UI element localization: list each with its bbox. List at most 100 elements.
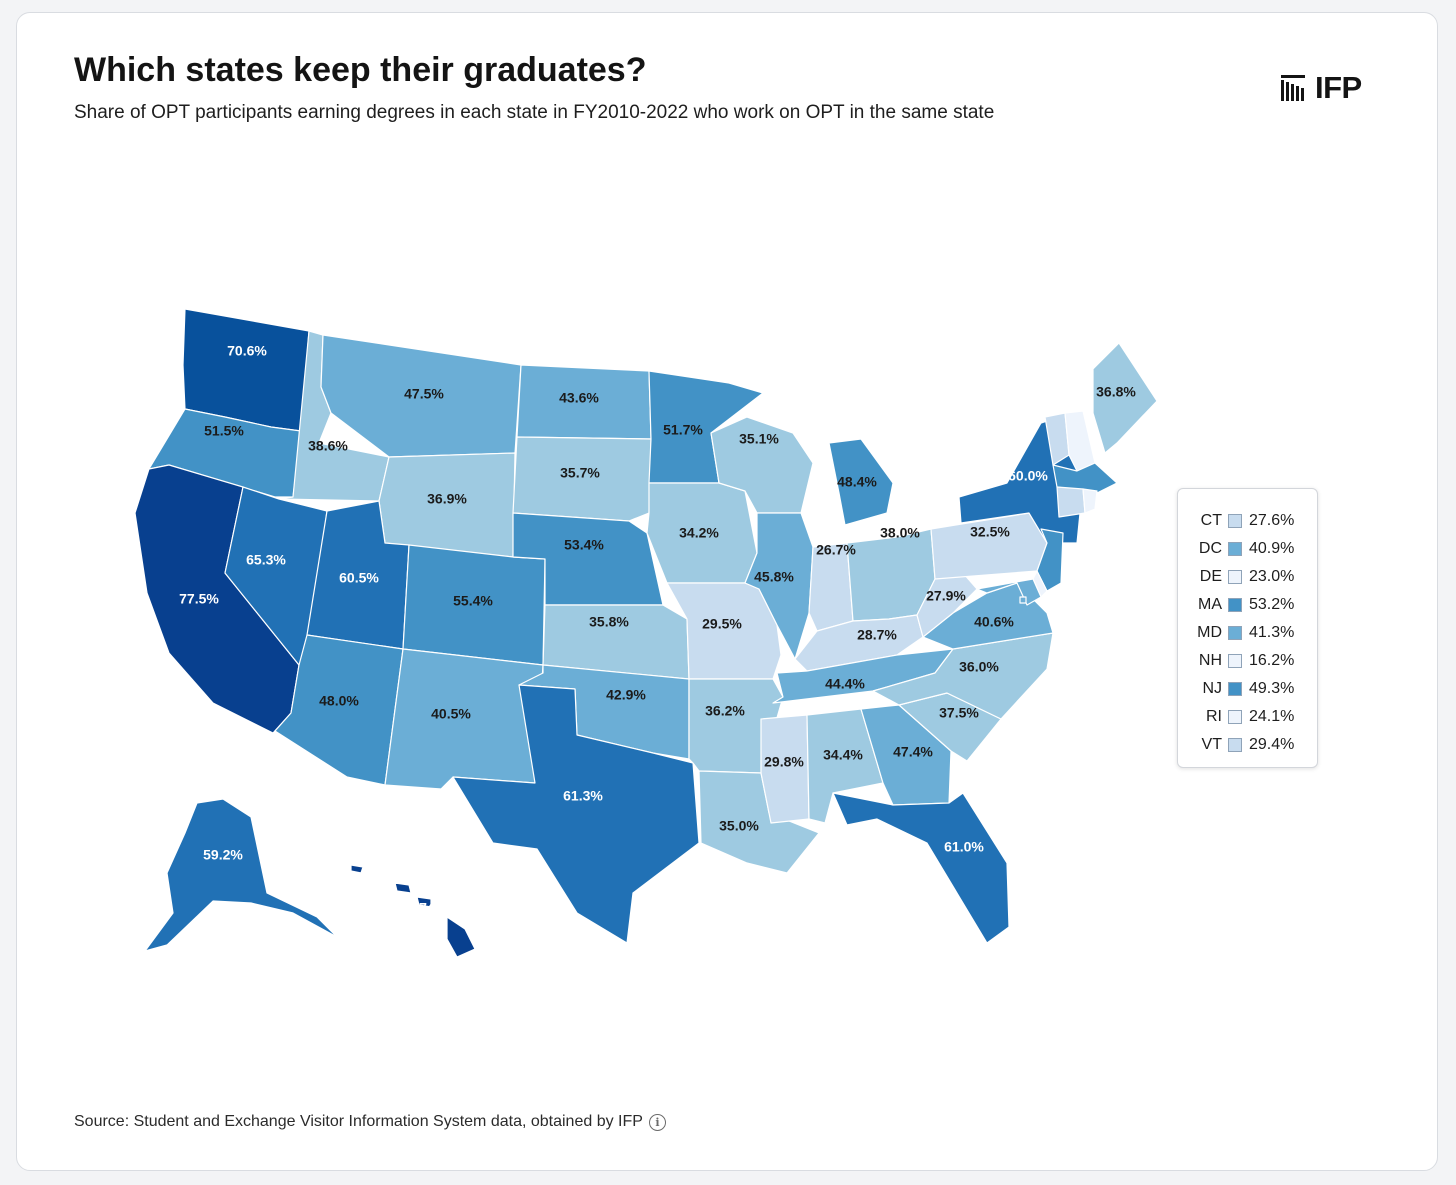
legend-row-md: MD 41.3%	[1178, 619, 1317, 647]
legend-swatch	[1228, 710, 1242, 724]
state-label-mt: 47.5%	[404, 386, 444, 402]
legend-swatch	[1228, 514, 1242, 528]
state-sd[interactable]	[512, 436, 652, 522]
state-label-ak: 59.2%	[203, 847, 243, 863]
legend-value: 23.0%	[1249, 568, 1295, 585]
legend-abbr: CT	[1200, 512, 1222, 529]
state-label-oh: 38.0%	[880, 525, 920, 541]
state-label-nm: 40.5%	[431, 706, 471, 722]
small-states-legend: CT 27.6% DC 40.9% DE 23.0% MA 53.2% MD 41.3% NH 16.…	[1177, 488, 1318, 768]
state-co[interactable]	[402, 544, 546, 666]
state-label-co: 55.4%	[453, 593, 493, 609]
legend-row-nh: NH 16.2%	[1178, 647, 1317, 675]
legend-value: 29.4%	[1249, 736, 1295, 753]
state-label-mo: 29.5%	[702, 616, 742, 632]
legend-abbr: NJ	[1202, 680, 1222, 697]
legend-swatch	[1228, 738, 1242, 752]
source-text: Source: Student and Exchange Visitor Inf…	[74, 1113, 643, 1130]
state-label-wi: 35.1%	[739, 431, 779, 447]
state-mi[interactable]	[828, 438, 894, 526]
state-label-ga: 47.4%	[893, 744, 933, 760]
legend-abbr: DE	[1199, 568, 1222, 585]
legend-abbr: RI	[1206, 708, 1222, 725]
legend-value: 27.6%	[1249, 512, 1295, 529]
state-label-me: 36.8%	[1096, 384, 1136, 400]
state-il[interactable]	[744, 512, 814, 660]
states-layer	[134, 308, 1158, 958]
state-label-or: 51.5%	[204, 423, 244, 439]
state-label-wv: 27.9%	[926, 588, 966, 604]
legend-abbr: MD	[1197, 624, 1222, 641]
legend-swatch	[1228, 654, 1242, 668]
state-label-ks: 35.8%	[589, 614, 629, 630]
state-label-sc: 37.5%	[939, 705, 979, 721]
legend-row-vt: VT 29.4%	[1178, 731, 1317, 759]
state-label-ky: 28.7%	[857, 627, 897, 643]
state-label-ut: 60.5%	[339, 570, 379, 586]
state-dc[interactable]	[1019, 596, 1027, 604]
chart-subtitle: Share of OPT participants earning degree…	[74, 102, 995, 123]
state-label-fl: 61.0%	[944, 839, 984, 855]
legend-swatch	[1228, 542, 1242, 556]
state-label-ia: 34.2%	[679, 525, 719, 541]
state-label-tn: 44.4%	[825, 676, 865, 692]
state-label-az: 48.0%	[319, 693, 359, 709]
state-label-ca: 77.5%	[179, 591, 219, 607]
state-label-il: 45.8%	[754, 569, 794, 585]
legend-row-nj: NJ 49.3%	[1178, 675, 1317, 703]
state-label-la: 35.0%	[719, 818, 759, 834]
state-ct[interactable]	[1056, 486, 1086, 518]
legend-row-dc: DC 40.9%	[1178, 535, 1317, 563]
state-label-va: 40.6%	[974, 614, 1014, 630]
state-label-ms: 29.8%	[764, 754, 804, 770]
state-label-nd: 43.6%	[559, 390, 599, 406]
state-label-tx: 61.3%	[563, 788, 603, 804]
legend-swatch	[1228, 682, 1242, 696]
legend-swatch	[1228, 598, 1242, 612]
legend-swatch	[1228, 570, 1242, 584]
state-label-sd: 35.7%	[560, 465, 600, 481]
legend-value: 40.9%	[1249, 540, 1295, 557]
legend-swatch	[1228, 626, 1242, 640]
state-label-al: 34.4%	[823, 747, 863, 763]
state-label-nv: 65.3%	[246, 552, 286, 568]
ifp-logo-mark-icon	[1281, 75, 1305, 101]
chart-card: Which states keep their graduates? Share…	[16, 12, 1438, 1171]
legend-row-ct: CT 27.6%	[1178, 507, 1317, 535]
legend-abbr: DC	[1198, 540, 1222, 557]
legend-value: 16.2%	[1249, 652, 1295, 669]
state-label-ne: 53.4%	[564, 537, 604, 553]
state-tx[interactable]	[452, 684, 700, 944]
state-fl[interactable]	[832, 792, 1010, 944]
state-hi[interactable]	[350, 864, 476, 958]
legend-value: 41.3%	[1249, 624, 1295, 641]
legend-row-de: DE 23.0%	[1178, 563, 1317, 591]
state-label-id: 38.6%	[308, 438, 348, 454]
state-ak[interactable]	[144, 798, 338, 952]
chart-title: Which states keep their graduates?	[74, 51, 647, 89]
legend-abbr: MA	[1198, 596, 1222, 613]
state-label-hi: 74.7%	[419, 900, 459, 916]
source-note: Source: Student and Exchange Visitor Inf…	[74, 1113, 666, 1131]
ifp-logo-text: IFP	[1315, 70, 1362, 105]
legend-value: 53.2%	[1249, 596, 1295, 613]
labels-layer: 70.6% 51.5% 77.5% 38.6% 65.3% 47.5% 36.9% 60.5%…	[179, 343, 1136, 916]
us-choropleth-map: 70.6% 51.5% 77.5% 38.6% 65.3% 47.5% 36.9% 60.5%…	[134, 308, 1158, 958]
legend-value: 24.1%	[1249, 708, 1295, 725]
ifp-logo: IFP	[1281, 70, 1381, 105]
state-label-ar: 36.2%	[705, 703, 745, 719]
state-me[interactable]	[1092, 342, 1158, 454]
state-label-pa: 32.5%	[970, 524, 1010, 540]
info-icon[interactable]: i	[648, 1113, 666, 1131]
state-label-ok: 42.9%	[606, 687, 646, 703]
state-label-ny: 60.0%	[1008, 468, 1048, 484]
legend-row-ma: MA 53.2%	[1178, 591, 1317, 619]
state-label-in: 26.7%	[816, 542, 856, 558]
state-ri[interactable]	[1082, 488, 1098, 514]
state-label-wy: 36.9%	[427, 491, 467, 507]
legend-row-ri: RI 24.1%	[1178, 703, 1317, 731]
state-label-mi: 48.4%	[837, 474, 877, 490]
state-label-wa: 70.6%	[227, 343, 267, 359]
legend-abbr: VT	[1201, 736, 1222, 753]
state-label-nc: 36.0%	[959, 659, 999, 675]
